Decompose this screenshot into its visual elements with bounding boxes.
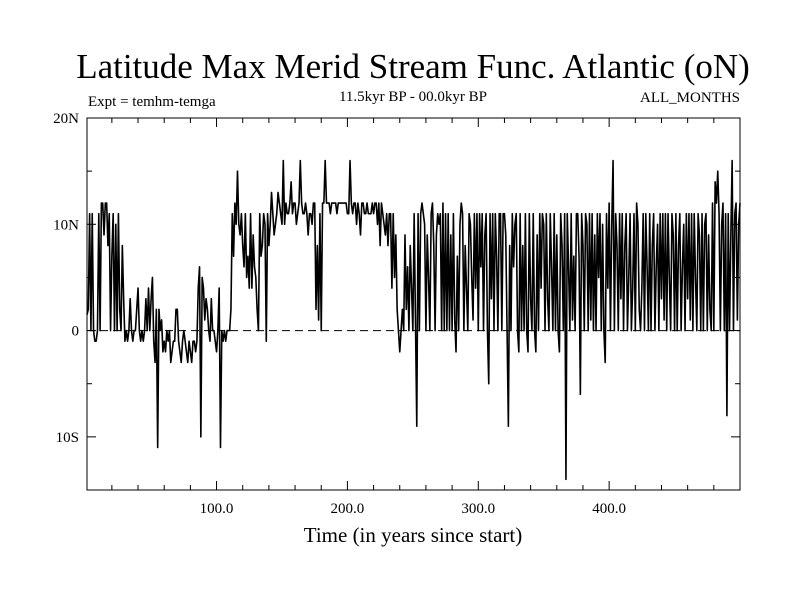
expt-label: Expt = temhm-temga [88, 94, 216, 110]
x-tick-label: 100.0 [200, 501, 234, 517]
y-tick-label: 0 [72, 324, 80, 340]
x-axis-label: Time (in years since start) [304, 523, 523, 547]
y-tick-label: 10S [56, 430, 79, 446]
period-label: 11.5kyr BP - 00.0kyr BP [339, 89, 487, 105]
months-label: ALL_MONTHS [640, 90, 740, 106]
x-tick-label: 200.0 [331, 501, 365, 517]
x-tick-label: 300.0 [461, 501, 495, 517]
x-axis-ticks: 100.0 200.0 300.0 400.0 [111, 118, 715, 517]
y-tick-label: 20N [53, 111, 79, 127]
plot-frame [86, 117, 741, 491]
series-line [86, 159, 741, 481]
x-tick-label: 400.0 [592, 501, 626, 517]
chart-title: Latitude Max Merid Stream Func. Atlantic… [76, 47, 750, 86]
y-tick-label: 10N [53, 217, 79, 233]
